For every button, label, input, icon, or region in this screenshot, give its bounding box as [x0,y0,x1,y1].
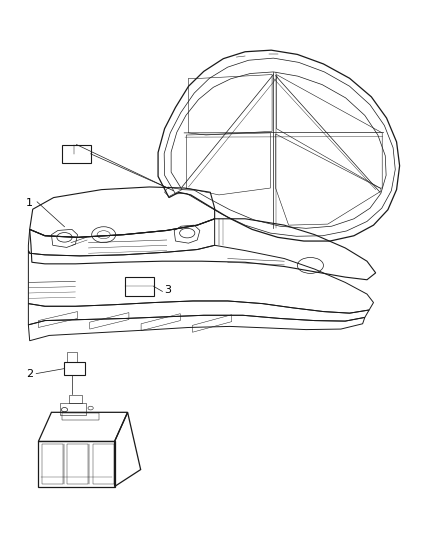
Text: 2: 2 [26,369,33,378]
Text: 3: 3 [165,285,172,295]
Text: 1: 1 [26,198,33,208]
